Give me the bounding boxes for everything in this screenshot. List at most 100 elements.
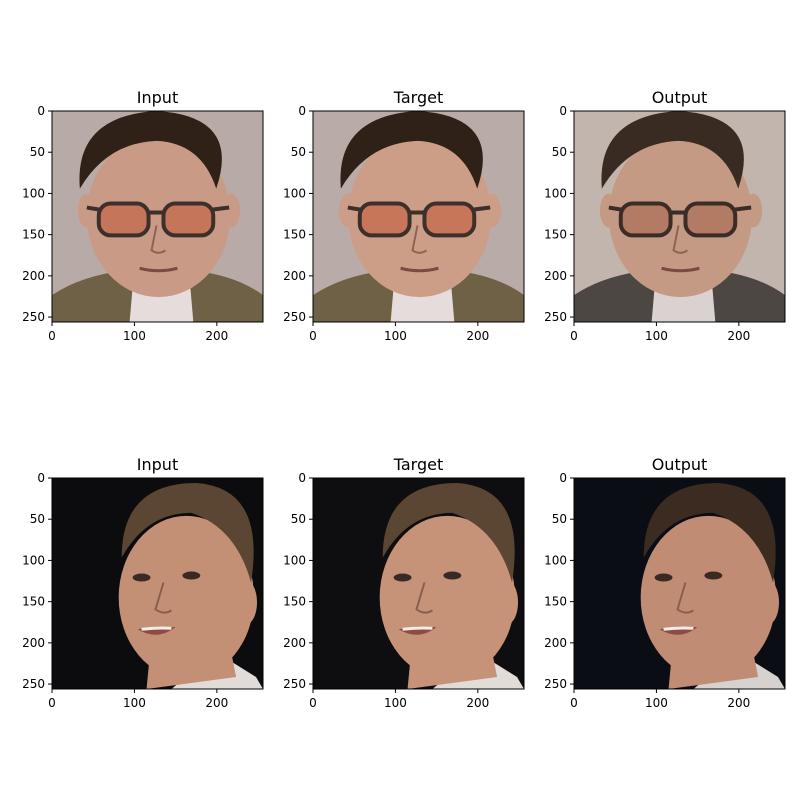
x-tick-label: 0	[570, 696, 578, 710]
glasses-arm-left	[347, 205, 361, 212]
x-tick-label: 0	[48, 329, 56, 343]
glasses-lens-left	[96, 201, 151, 238]
y-tick-label: 250	[283, 677, 306, 691]
y-tick-label: 150	[283, 228, 306, 242]
axes-frame	[573, 477, 786, 690]
eye-left	[393, 573, 412, 582]
y-tick-label: 250	[283, 310, 306, 324]
axes-frame	[51, 477, 264, 690]
y-tick-label: 200	[544, 269, 567, 283]
eye-left	[654, 573, 673, 582]
glasses-arm-left	[608, 205, 622, 212]
x-tick-label: 200	[466, 696, 489, 710]
glasses-lens-left	[618, 201, 673, 238]
axes-frame	[573, 110, 786, 323]
y-tick-label: 0	[37, 471, 45, 485]
x-tick-label: 0	[309, 329, 317, 343]
face-shape	[608, 133, 753, 298]
teeth-shape	[402, 626, 433, 631]
glasses-arm-right	[473, 205, 491, 212]
y-tick-label: 100	[544, 186, 567, 200]
panel-title: Input	[137, 455, 178, 474]
glasses-lens-left	[357, 201, 412, 238]
y-tick-label: 0	[298, 104, 306, 118]
teeth-shape	[141, 626, 172, 631]
y-tick-label: 50	[291, 512, 306, 526]
x-tick-label: 100	[384, 696, 407, 710]
face-shape	[379, 515, 516, 680]
y-tick-label: 200	[544, 636, 567, 650]
y-tick-label: 50	[552, 145, 567, 159]
y-tick-label: 0	[37, 104, 45, 118]
teeth-shape	[663, 626, 694, 631]
nose-shape	[415, 582, 433, 614]
y-tick-label: 200	[283, 269, 306, 283]
face-shape	[118, 515, 255, 680]
nose-shape	[676, 582, 694, 614]
eye-right	[182, 571, 201, 580]
face-dark-bg-photo	[313, 478, 524, 689]
hair-shape	[79, 111, 222, 189]
x-tick-label: 200	[727, 329, 750, 343]
glasses-arm-left	[86, 205, 100, 212]
y-tick-label: 100	[283, 186, 306, 200]
y-tick-label: 100	[22, 553, 45, 567]
x-tick-label: 100	[123, 696, 146, 710]
face-glasses-photo	[313, 111, 524, 322]
nose-shape	[154, 582, 172, 614]
y-tick-label: 200	[283, 636, 306, 650]
x-tick-label: 0	[309, 696, 317, 710]
ear-left	[77, 193, 96, 228]
ear-right	[483, 193, 502, 228]
y-tick-label: 150	[22, 595, 45, 609]
glasses-lens-right	[422, 201, 477, 238]
hair-shape	[643, 482, 776, 583]
eye-right	[704, 571, 723, 580]
axes-frame	[312, 477, 525, 690]
hair-shape	[121, 482, 254, 583]
x-tick-label: 100	[645, 696, 668, 710]
x-tick-label: 0	[570, 329, 578, 343]
x-tick-label: 200	[205, 329, 228, 343]
ear-right	[744, 193, 763, 228]
hair-shape	[382, 482, 515, 583]
face-shape	[86, 133, 231, 298]
y-tick-label: 250	[544, 677, 567, 691]
y-tick-label: 100	[544, 553, 567, 567]
y-tick-label: 0	[298, 471, 306, 485]
ear-right	[496, 580, 519, 625]
ear-right	[222, 193, 241, 228]
ear-right	[235, 580, 258, 625]
x-tick-label: 200	[466, 329, 489, 343]
axes-frame	[51, 110, 264, 323]
glasses-arm-right	[734, 205, 752, 212]
eye-right	[443, 571, 462, 580]
y-tick-label: 200	[22, 269, 45, 283]
ear-right	[757, 580, 780, 625]
y-tick-label: 250	[22, 677, 45, 691]
mouth-shape	[400, 266, 439, 273]
x-tick-label: 100	[645, 329, 668, 343]
hair-shape	[601, 111, 744, 189]
nose-shape	[672, 225, 689, 254]
face-dark-bg-generated	[574, 478, 785, 689]
x-tick-label: 200	[205, 696, 228, 710]
y-tick-label: 150	[544, 228, 567, 242]
y-tick-label: 50	[291, 145, 306, 159]
y-tick-label: 50	[552, 512, 567, 526]
x-tick-label: 100	[384, 329, 407, 343]
ear-left	[338, 193, 357, 228]
face-glasses-photo	[52, 111, 263, 322]
axes-frame	[312, 110, 525, 323]
face-dark-bg-photo	[52, 478, 263, 689]
x-tick-label: 100	[123, 329, 146, 343]
y-tick-label: 250	[22, 310, 45, 324]
